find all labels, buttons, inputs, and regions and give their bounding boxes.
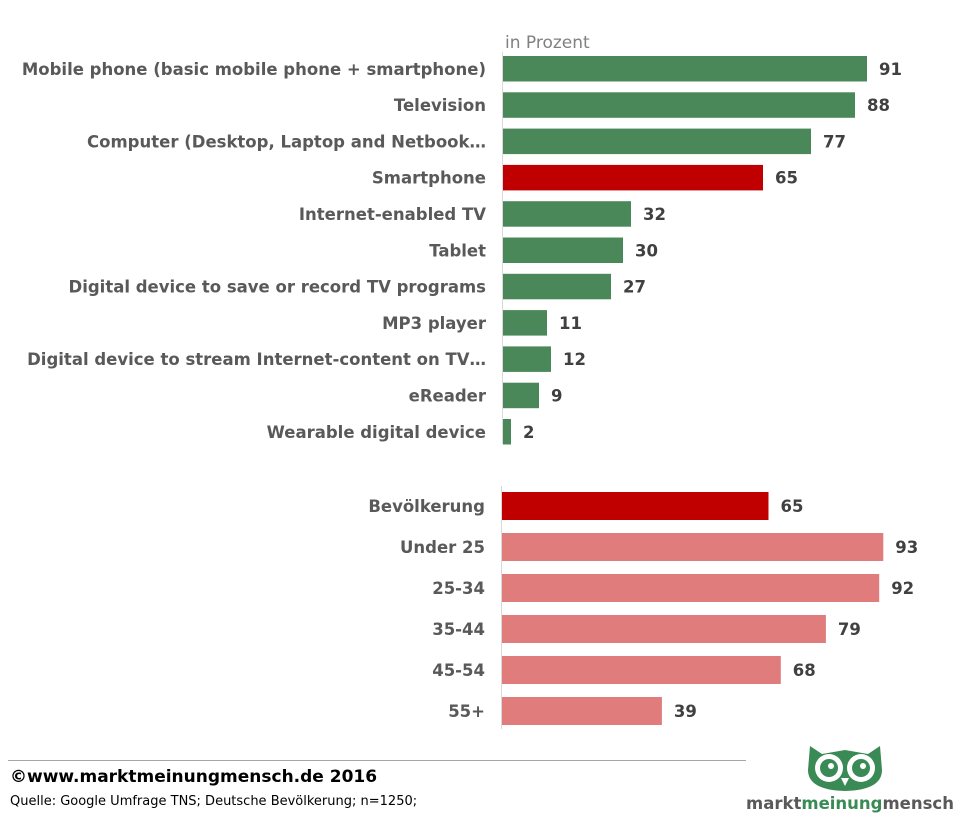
category-label: 25-34: [432, 579, 485, 598]
bar: [503, 273, 611, 300]
logo-word-3: mensch: [882, 794, 954, 813]
bar: [502, 615, 826, 643]
value-label: 12: [563, 350, 586, 369]
value-label: 88: [867, 96, 890, 115]
value-label: 9: [551, 386, 562, 405]
category-label: Mobile phone (basic mobile phone + smart…: [22, 60, 486, 79]
value-label: 39: [674, 702, 697, 721]
bar: [502, 492, 769, 520]
bar: [503, 237, 623, 263]
bar: [502, 574, 880, 602]
value-label: 32: [643, 205, 666, 224]
category-label: eReader: [409, 386, 487, 405]
chart-area: in Prozent Mobile phone (basic mobile ph…: [22, 33, 918, 729]
value-label: 68: [793, 661, 816, 680]
footer-divider: [8, 760, 746, 761]
category-label: Internet-enabled TV: [299, 205, 486, 224]
bar: [502, 656, 781, 684]
bar: [503, 201, 631, 227]
bar: [503, 310, 547, 336]
bar: [503, 382, 539, 409]
brand-logo: marktmeinungmensch: [745, 740, 955, 820]
value-label: 92: [891, 579, 914, 598]
category-label: Smartphone: [372, 169, 486, 188]
value-label: 65: [775, 169, 798, 188]
bar: [502, 533, 884, 561]
category-label: 35-44: [432, 620, 485, 639]
bar: [503, 419, 511, 445]
logo-word-1: markt: [746, 794, 802, 813]
value-label: 93: [895, 538, 918, 557]
category-label: MP3 player: [382, 314, 487, 333]
logo-word-2: meinung: [801, 794, 883, 813]
category-label: Digital device to save or record TV prog…: [69, 278, 487, 297]
value-label: 27: [623, 278, 646, 297]
category-label: Under 25: [400, 538, 485, 557]
category-label: Television: [394, 96, 486, 115]
bar: [503, 128, 811, 155]
value-label: 91: [879, 60, 902, 79]
owl-icon: [808, 746, 882, 791]
value-label: 65: [781, 497, 804, 516]
value-label: 11: [559, 314, 582, 333]
bar: [503, 92, 855, 118]
value-label: 77: [823, 132, 846, 151]
value-label: 2: [523, 423, 534, 442]
value-label: 30: [635, 241, 658, 260]
source-text: Quelle: Google Umfrage TNS; Deutsche Bev…: [10, 794, 418, 809]
category-label: Digital device to stream Internet-conten…: [27, 350, 486, 369]
category-label: Bevölkerung: [368, 497, 485, 516]
value-label: 79: [838, 620, 861, 639]
copyright-text: ©www.marktmeinungmensch.de 2016: [10, 767, 378, 787]
bar: [503, 346, 551, 372]
logo-wordmark: marktmeinungmensch: [745, 794, 955, 813]
bar: [503, 164, 763, 191]
category-label: Wearable digital device: [267, 423, 486, 442]
category-label: Computer (Desktop, Laptop and Netbook…: [87, 132, 486, 151]
category-label: 55+: [448, 702, 485, 721]
bar: [503, 56, 867, 82]
unit-label: in Prozent: [505, 33, 590, 53]
category-label: Tablet: [429, 241, 486, 260]
category-label: 45-54: [432, 661, 485, 680]
bar: [502, 697, 662, 725]
